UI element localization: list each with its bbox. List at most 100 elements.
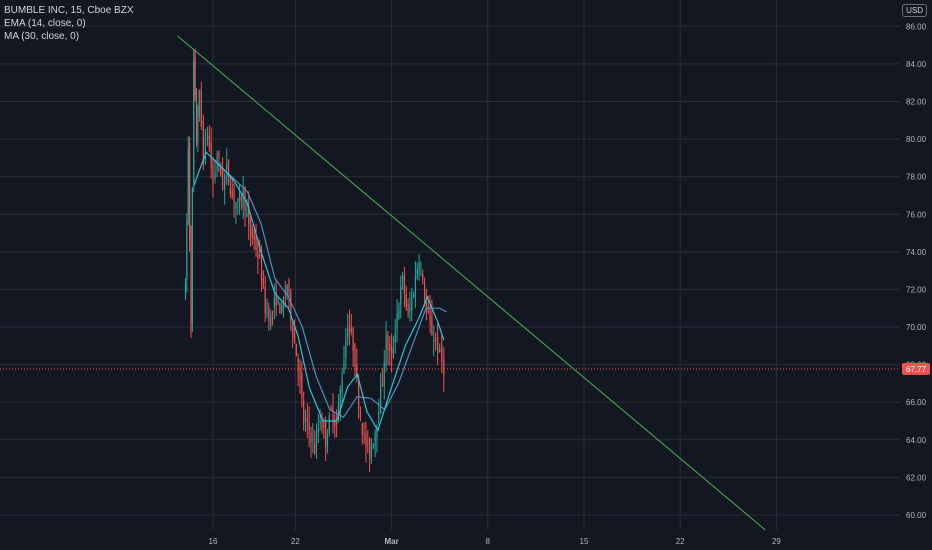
candle-body — [347, 329, 349, 337]
candle-body — [317, 428, 319, 434]
ma-legend[interactable]: MA (30, close, 0) — [4, 31, 80, 42]
candle-body — [321, 422, 323, 430]
candle-body — [439, 348, 441, 353]
candle-body — [414, 276, 417, 298]
price-tick-label: 70.00 — [906, 323, 927, 332]
candle-body — [372, 444, 374, 448]
candle-body — [350, 328, 352, 333]
price-tick-label: 82.00 — [906, 97, 927, 106]
price-tick-label: 86.00 — [906, 22, 927, 31]
candle-body — [423, 284, 426, 304]
candle-body — [279, 303, 281, 314]
candle-body — [319, 420, 321, 424]
candle-body — [416, 269, 418, 278]
candle-body — [332, 406, 334, 424]
candle-body — [303, 399, 305, 423]
candle-body — [268, 307, 270, 322]
candle-body — [361, 424, 363, 435]
symbol-title[interactable]: BUMBLE INC, 15, Cboe BZX — [4, 5, 134, 16]
candle-body — [420, 267, 422, 269]
candle-body — [299, 366, 301, 380]
time-axis[interactable]: 16 22 Mar 8 15 22 29 — [209, 537, 782, 546]
candle-body — [246, 213, 248, 217]
candle-body — [204, 137, 207, 163]
ema-legend[interactable]: EMA (14, close, 0) — [4, 18, 86, 29]
price-axis[interactable]: 60.0062.0064.0066.0068.0070.0072.0074.00… — [906, 22, 927, 520]
candle-body — [262, 278, 264, 286]
candle-body — [266, 311, 268, 313]
candle-body — [286, 285, 288, 296]
downtrend-line[interactable] — [176, 35, 766, 531]
candle-body — [365, 432, 367, 447]
candle-body — [376, 424, 378, 439]
candle-body — [356, 364, 358, 378]
candle-body — [443, 358, 445, 376]
candle-body — [227, 159, 230, 182]
candle-body — [257, 254, 259, 258]
time-tick-label: 15 — [580, 537, 589, 546]
candle-body — [380, 386, 382, 414]
candle-body — [381, 379, 384, 381]
candle-body — [221, 168, 224, 189]
price-tick-label: 64.00 — [906, 436, 927, 445]
candle-body — [411, 297, 413, 311]
candle-body — [224, 175, 226, 190]
candle-body — [330, 408, 332, 410]
candle-body — [425, 301, 428, 308]
candle-body — [422, 274, 424, 280]
candle-body — [233, 189, 235, 203]
candle-body — [427, 307, 429, 313]
candle-body — [212, 165, 214, 186]
candle-body — [409, 307, 411, 312]
candle-body — [248, 208, 250, 224]
candlestick-series — [184, 48, 445, 473]
candle-body — [206, 132, 209, 139]
candle-body — [249, 219, 252, 235]
candle-body — [208, 135, 210, 148]
candle-body — [251, 228, 253, 239]
candle-body — [378, 412, 380, 420]
candle-body — [315, 434, 318, 447]
ema-line — [193, 151, 445, 432]
candle-body — [312, 439, 314, 441]
price-tick-label: 84.00 — [906, 60, 927, 69]
price-tick-label: 78.00 — [906, 173, 927, 182]
candle-body — [195, 90, 198, 142]
candle-body — [277, 297, 279, 303]
candle-body — [323, 423, 325, 428]
price-tick-label: 74.00 — [906, 248, 927, 257]
candle-body — [385, 334, 387, 367]
candle-body — [281, 305, 283, 312]
candle-body — [290, 292, 292, 321]
candle-body — [418, 262, 420, 275]
candle-body — [363, 434, 365, 436]
candle-body — [394, 333, 396, 343]
last-price-label: 67.77 — [902, 362, 930, 375]
candle-body — [389, 344, 391, 352]
candle-body — [348, 324, 351, 332]
candle-body — [200, 89, 202, 127]
candle-body — [441, 344, 443, 362]
candle-body — [271, 311, 274, 313]
candle-body — [398, 305, 400, 320]
candle-body — [343, 361, 345, 374]
candle-body — [387, 335, 389, 351]
candle-body — [383, 362, 385, 387]
candle-body — [226, 163, 228, 170]
chart-legend: BUMBLE INC, 15, Cboe BZX EMA (14, close,… — [4, 4, 134, 43]
candle-body — [400, 285, 402, 305]
candle-body — [240, 196, 242, 201]
candle-body — [235, 201, 237, 209]
candle-body — [306, 417, 308, 422]
time-tick-label: Mar — [384, 537, 398, 546]
candle-body — [190, 236, 192, 330]
price-tick-label: 76.00 — [906, 210, 927, 219]
candle-body — [407, 303, 409, 314]
candle-body — [345, 341, 347, 359]
candle-body — [391, 346, 393, 357]
time-tick-label: 8 — [486, 537, 491, 546]
candle-body — [184, 283, 187, 297]
candle-body — [259, 255, 261, 256]
currency-badge[interactable]: USD — [902, 4, 927, 17]
